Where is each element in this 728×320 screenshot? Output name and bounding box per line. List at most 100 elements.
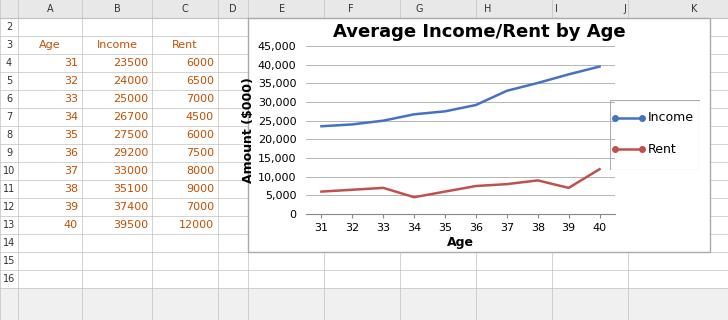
Bar [0, 198, 728, 216]
Income [379, 119, 387, 123]
Rent [502, 182, 511, 186]
Text: 36: 36 [64, 148, 78, 158]
Text: Rent: Rent [173, 40, 198, 50]
Income [472, 103, 480, 107]
Bar [0, 0, 728, 18]
Bar [0, 108, 728, 126]
Text: 16: 16 [3, 274, 15, 284]
Text: 11: 11 [3, 184, 15, 194]
Bar [0, 270, 728, 288]
Rent [596, 167, 604, 171]
Bar [0, 180, 728, 198]
Line: Rent: Rent [322, 169, 600, 197]
Text: 13: 13 [3, 220, 15, 230]
Text: 14: 14 [3, 238, 15, 248]
Text: 26700: 26700 [113, 112, 148, 122]
Text: 7: 7 [6, 112, 12, 122]
Text: Income: Income [97, 40, 138, 50]
Text: 24000: 24000 [113, 76, 148, 86]
Text: 6000: 6000 [186, 58, 214, 68]
Text: 32: 32 [64, 76, 78, 86]
Text: 7000: 7000 [186, 202, 214, 212]
Text: 37400: 37400 [113, 202, 148, 212]
Text: 27500: 27500 [113, 130, 148, 140]
Bar [0, 234, 728, 252]
Income [502, 89, 511, 93]
Income [596, 65, 604, 68]
Text: 35: 35 [64, 130, 78, 140]
Text: 38: 38 [64, 184, 78, 194]
Text: H: H [484, 4, 491, 14]
Text: Income: Income [648, 111, 694, 124]
Text: 31: 31 [64, 58, 78, 68]
Text: 37: 37 [64, 166, 78, 176]
Text: 12000: 12000 [179, 220, 214, 230]
Text: 34: 34 [64, 112, 78, 122]
Income [534, 81, 542, 85]
Y-axis label: Amount ($000): Amount ($000) [242, 77, 255, 183]
Text: 6: 6 [6, 94, 12, 104]
Rent [348, 188, 357, 192]
Text: D: D [229, 4, 237, 14]
Text: 7500: 7500 [186, 148, 214, 158]
Text: 3: 3 [6, 40, 12, 50]
Text: 39500: 39500 [113, 220, 148, 230]
Text: 2: 2 [6, 22, 12, 32]
Text: 12: 12 [3, 202, 15, 212]
Line: Income: Income [322, 67, 600, 126]
Rent [564, 186, 573, 190]
Text: Average Income/Rent by Age: Average Income/Rent by Age [333, 23, 625, 41]
Rent [379, 186, 387, 190]
Text: F: F [348, 4, 354, 14]
Text: G: G [416, 4, 423, 14]
Text: 9: 9 [6, 148, 12, 158]
Income [317, 124, 326, 128]
Text: J: J [624, 4, 627, 14]
Bar [0, 252, 728, 270]
Bar [0, 216, 728, 234]
Text: 39: 39 [64, 202, 78, 212]
Text: E: E [280, 4, 285, 14]
Text: 33000: 33000 [113, 166, 148, 176]
Text: Rent: Rent [648, 143, 676, 156]
Text: 40: 40 [64, 220, 78, 230]
Rent [534, 179, 542, 182]
Text: 23500: 23500 [113, 58, 148, 68]
Rent [440, 190, 449, 194]
Bar [248, 18, 710, 252]
Text: 25000: 25000 [113, 94, 148, 104]
Text: 15: 15 [3, 256, 15, 266]
Text: K: K [691, 4, 697, 14]
Text: C: C [181, 4, 189, 14]
Text: Age: Age [39, 40, 61, 50]
Text: 29200: 29200 [113, 148, 148, 158]
Text: 8: 8 [6, 130, 12, 140]
Rent [410, 195, 419, 199]
Text: 7000: 7000 [186, 94, 214, 104]
Text: 6000: 6000 [186, 130, 214, 140]
Bar [0, 162, 728, 180]
Text: 33: 33 [64, 94, 78, 104]
Bar [0, 18, 728, 36]
Text: 35100: 35100 [113, 184, 148, 194]
Text: 4500: 4500 [186, 112, 214, 122]
Text: 6500: 6500 [186, 76, 214, 86]
Text: 9000: 9000 [186, 184, 214, 194]
Text: 4: 4 [6, 58, 12, 68]
X-axis label: Age: Age [447, 236, 474, 249]
Rent [472, 184, 480, 188]
Bar [0, 36, 728, 54]
Bar [0, 144, 728, 162]
Income [564, 72, 573, 76]
Text: 10: 10 [3, 166, 15, 176]
Income [410, 112, 419, 116]
Rent [317, 190, 326, 194]
Bar [0, 126, 728, 144]
Bar [0, 72, 728, 90]
Income [440, 109, 449, 113]
Bar [0, 54, 728, 72]
Income [348, 123, 357, 126]
Text: I: I [555, 4, 558, 14]
Text: 8000: 8000 [186, 166, 214, 176]
Text: A: A [47, 4, 53, 14]
